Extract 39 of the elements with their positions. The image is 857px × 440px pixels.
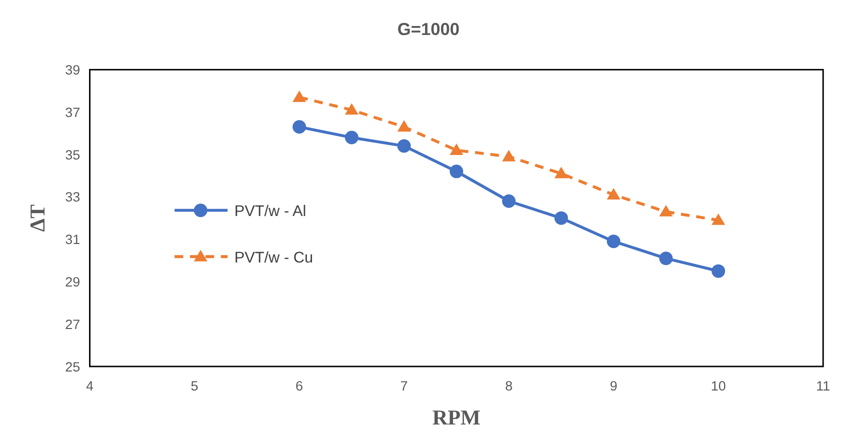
- point: [502, 150, 516, 162]
- point: [292, 120, 306, 134]
- y-tick-label: 29: [65, 274, 80, 290]
- point: [554, 211, 568, 225]
- point: [450, 164, 464, 178]
- y-tick-label: 37: [65, 104, 80, 120]
- point: [344, 130, 358, 144]
- x-tick-label: 5: [190, 378, 198, 394]
- x-tick-label: 8: [505, 378, 513, 394]
- point: [397, 139, 411, 153]
- x-axis-title: RPM: [432, 405, 481, 430]
- point: [502, 194, 516, 208]
- y-tick-label: 31: [65, 232, 80, 248]
- x-tick-label: 11: [816, 378, 830, 394]
- x-tick-label: 4: [86, 378, 94, 394]
- point: [397, 120, 411, 132]
- y-tick-label: 35: [65, 147, 80, 162]
- point: [344, 103, 358, 115]
- point: [712, 213, 726, 225]
- y-tick-label: 39: [65, 62, 80, 78]
- legend-label: PVT/w - Al: [234, 203, 306, 220]
- point: [292, 90, 306, 102]
- x-tick-label: 6: [296, 378, 304, 394]
- point: [606, 188, 620, 200]
- y-axis-title: ΔT: [25, 204, 50, 232]
- legend-label: PVT/w - Cu: [234, 249, 314, 266]
- y-tick-label: 27: [65, 316, 80, 332]
- x-tick-label: 7: [400, 378, 408, 394]
- point: [554, 166, 568, 178]
- point: [659, 252, 673, 266]
- point: [659, 204, 673, 216]
- x-tick-label: 9: [610, 378, 618, 394]
- y-tick-label: 33: [65, 190, 80, 205]
- point: [712, 264, 726, 278]
- x-tick-label: 10: [710, 378, 726, 394]
- point: [450, 143, 464, 155]
- chart-title: G=1000: [397, 18, 460, 39]
- point: [606, 234, 620, 248]
- y-tick-label: 25: [65, 359, 80, 374]
